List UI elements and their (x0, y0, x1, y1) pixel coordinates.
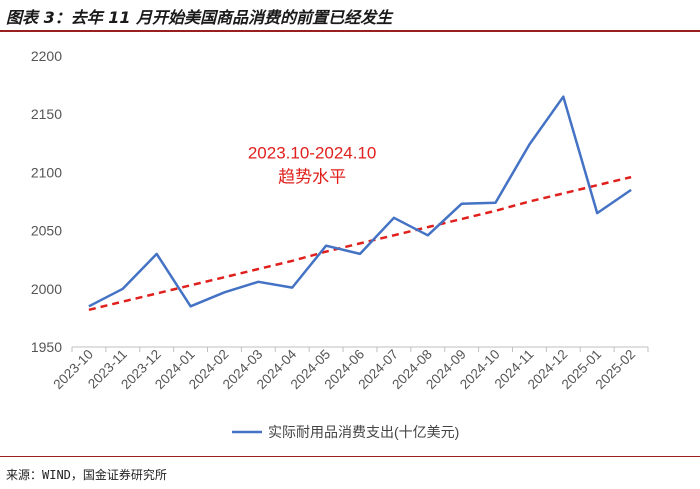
title-bar: 图表 3：去年 11 月开始美国商品消费的前置已经发生 (0, 0, 700, 32)
trend-annotation: 2023.10-2024.10 (248, 143, 377, 162)
trend-annotation: 趋势水平 (278, 167, 346, 186)
y-tick-label: 2000 (31, 281, 62, 297)
legend-label: 实际耐用品消费支出(十亿美元) (268, 424, 459, 440)
series-line (89, 97, 631, 307)
y-tick-label: 2100 (31, 164, 62, 180)
y-tick-label: 2200 (31, 48, 62, 64)
source-note: 来源：WIND，国金证券研究所 (6, 466, 167, 483)
chart-title: 图表 3：去年 11 月开始美国商品消费的前置已经发生 (6, 4, 392, 28)
y-tick-label: 2150 (31, 106, 62, 122)
chart: 1950200020502100215022002023-102023-1120… (0, 32, 700, 456)
y-tick-label: 1950 (31, 339, 62, 355)
source-bar: 来源：WIND，国金证券研究所 (0, 456, 700, 489)
y-tick-label: 2050 (31, 223, 62, 239)
